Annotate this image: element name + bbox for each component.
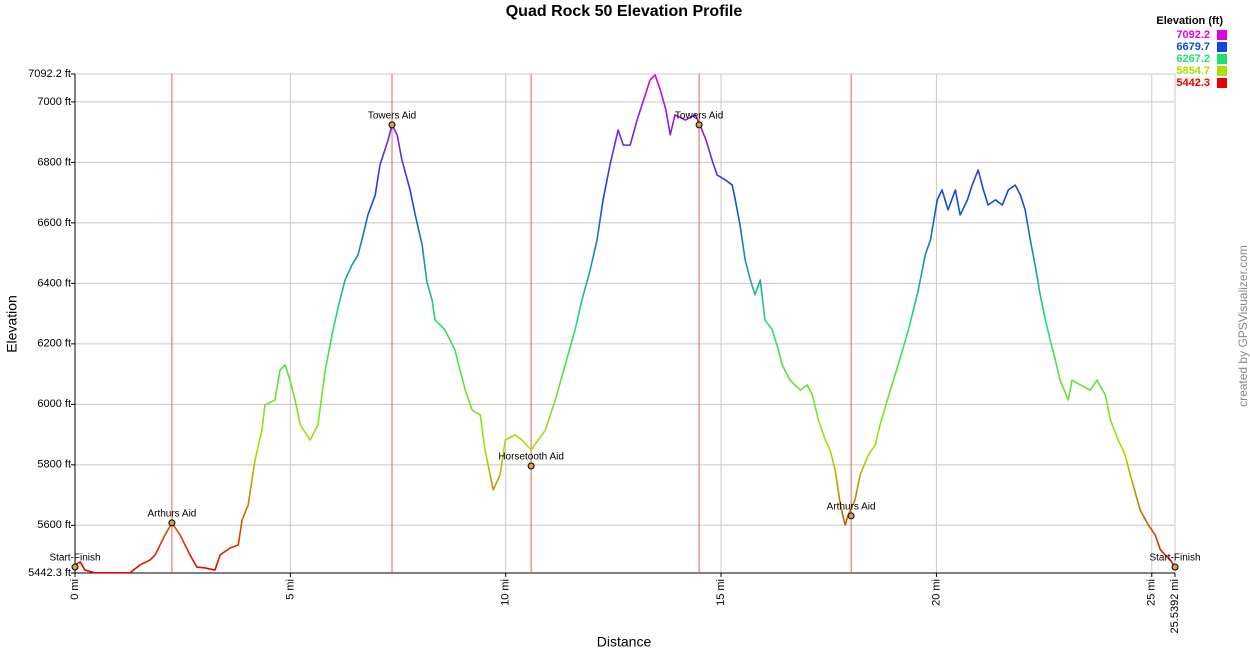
waypoint-marker bbox=[388, 121, 396, 129]
waypoint-marker bbox=[1171, 563, 1179, 571]
y-tick-label: 5600 ft bbox=[37, 519, 71, 531]
waypoint-label: Arthurs Aid bbox=[147, 509, 196, 520]
y-tick-label: 7092.2 ft bbox=[28, 68, 71, 80]
y-tick-label: 6600 ft bbox=[37, 217, 71, 229]
elevation-line bbox=[74, 74, 1176, 574]
legend-swatch bbox=[1217, 30, 1227, 40]
waypoint-label: Start-Finish bbox=[1149, 553, 1200, 564]
waypoint-marker bbox=[695, 121, 703, 129]
waypoint-label: Start-Finish bbox=[49, 553, 100, 564]
waypoint-label: Horsetooth Aid bbox=[498, 452, 564, 463]
y-tick-label: 6000 ft bbox=[37, 398, 71, 410]
legend-label: 7092.2 bbox=[1176, 29, 1210, 41]
chart-title: Quad Rock 50 Elevation Profile bbox=[506, 3, 743, 20]
legend-label: 6679.7 bbox=[1176, 41, 1210, 53]
x-tick-label: 25 mi bbox=[1146, 579, 1158, 606]
y-tick-label: 6800 ft bbox=[37, 156, 71, 168]
x-tick-label: 20 mi bbox=[930, 579, 942, 606]
credit: created by GPSVisualizer.com bbox=[1236, 245, 1250, 407]
legend-label: 5854.7 bbox=[1176, 65, 1210, 77]
waypoint-marker bbox=[168, 519, 176, 527]
x-tick-label: 5 mi bbox=[284, 579, 296, 600]
waypoint-label: Towers Aid bbox=[368, 111, 416, 122]
x-tick-label: 10 mi bbox=[500, 579, 512, 606]
x-tick-label: 25.5392 mi bbox=[1169, 579, 1181, 633]
legend-swatch bbox=[1217, 78, 1227, 88]
waypoint-label: Arthurs Aid bbox=[827, 502, 876, 513]
legend-swatch bbox=[1217, 42, 1227, 52]
y-tick-label: 7000 ft bbox=[37, 96, 71, 108]
legend-label: 5442.3 bbox=[1176, 77, 1210, 89]
waypoint-marker bbox=[847, 512, 855, 520]
y-tick-label: 5800 ft bbox=[37, 459, 71, 471]
legend-title: Elevation (ft) bbox=[1156, 15, 1223, 27]
waypoint-label: Towers Aid bbox=[675, 111, 723, 122]
y-tick-label: 6400 ft bbox=[37, 277, 71, 289]
x-tick-label: 15 mi bbox=[715, 579, 727, 606]
legend-swatch bbox=[1217, 54, 1227, 64]
x-axis-title: Distance bbox=[597, 634, 652, 650]
legend-label: 6267.2 bbox=[1176, 53, 1210, 65]
legend-swatch bbox=[1217, 66, 1227, 76]
waypoint-marker bbox=[71, 563, 79, 571]
y-axis-title: Elevation bbox=[4, 295, 20, 353]
x-tick-label: 0 mi bbox=[69, 579, 81, 600]
y-tick-label: 5442.3 ft bbox=[28, 567, 71, 579]
waypoint-marker bbox=[527, 462, 535, 470]
y-tick-label: 6200 ft bbox=[37, 338, 71, 350]
